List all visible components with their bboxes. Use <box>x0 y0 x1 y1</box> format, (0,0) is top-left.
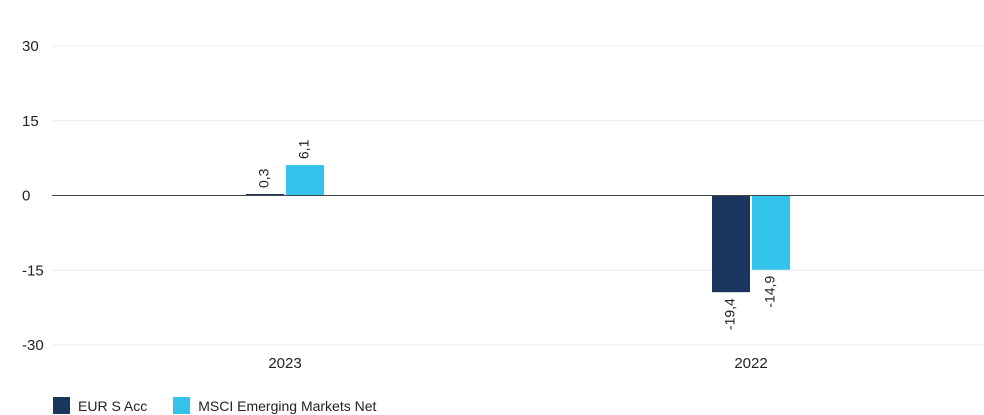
bar-eur-s-acc-2023[interactable] <box>246 194 284 196</box>
legend-swatch-msci-emerging-markets-net <box>173 397 191 414</box>
bar-msci-emerging-markets-net-2023[interactable] <box>286 165 324 196</box>
y-tick-label-0: 0 <box>22 188 30 205</box>
y-tick-label-30: -30 <box>22 337 44 354</box>
bar-eur-s-acc-2022[interactable] <box>712 195 750 293</box>
x-axis-ticks: 2023 2022 <box>268 355 767 372</box>
data-label-eur-s-acc-2023: 0,3 <box>256 168 272 188</box>
x-tick-label-2023: 2023 <box>268 355 301 372</box>
legend: EUR S Acc MSCI Emerging Markets Net <box>53 397 402 414</box>
data-label-msci-emerging-markets-net-2022: -14,9 <box>762 276 778 308</box>
bar-chart: 30 15 0 -15 -30 0,3 6,1 -19,4 -14,9 2023 2022 <box>22 38 984 372</box>
legend-item-eur-s-acc[interactable]: EUR S Acc <box>53 397 147 414</box>
legend-label-msci-emerging-markets-net: MSCI Emerging Markets Net <box>198 397 377 414</box>
data-label-eur-s-acc-2022: -19,4 <box>722 298 738 330</box>
legend-item-msci-emerging-markets-net[interactable]: MSCI Emerging Markets Net <box>173 397 376 414</box>
y-tick-label-15: -15 <box>22 262 44 279</box>
y-tick-label-30: 30 <box>22 38 39 55</box>
legend-label-eur-s-acc: EUR S Acc <box>78 397 148 414</box>
y-tick-label-15: 15 <box>22 113 39 130</box>
data-labels: 0,3 6,1 -19,4 -14,9 <box>256 139 778 330</box>
data-label-msci-emerging-markets-net-2023: 6,1 <box>296 139 312 159</box>
gridlines <box>52 45 984 346</box>
x-tick-label-2022: 2022 <box>734 355 767 372</box>
bar-msci-emerging-markets-net-2022[interactable] <box>752 195 790 270</box>
y-axis-ticks: 30 15 0 -15 -30 <box>22 38 44 354</box>
bars <box>246 165 790 293</box>
legend-swatch-eur-s-acc <box>53 397 70 414</box>
